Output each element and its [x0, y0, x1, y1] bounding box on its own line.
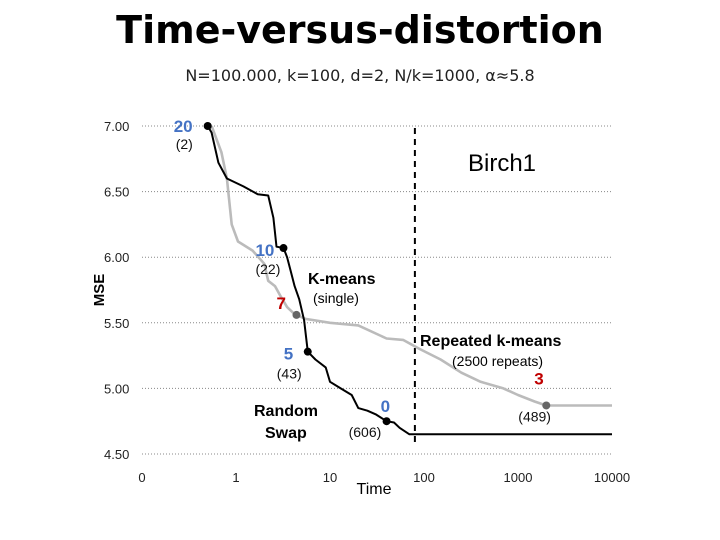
y-tick-label: 6.00: [104, 250, 129, 265]
data-point-marker: [542, 401, 551, 410]
dataset-label: Birch1: [468, 150, 536, 177]
point-value-label: 5: [284, 345, 293, 364]
x-tick-label: 100: [413, 470, 435, 485]
series-line-random-swap: [206, 125, 612, 436]
x-axis-label: Time: [357, 481, 392, 498]
data-point-marker: [203, 122, 212, 130]
point-value-label: 10: [255, 241, 274, 260]
x-tick-label: 0: [138, 470, 145, 485]
data-point-marker: [303, 347, 312, 356]
point-sub-label: (489): [518, 408, 551, 424]
kmeans-single-label: (single): [313, 290, 359, 306]
point-value-label: 20: [174, 117, 193, 136]
point-sub-label: (43): [277, 366, 302, 382]
repeats-label: (2500 repeats): [452, 353, 543, 369]
x-tick-label: 10000: [594, 470, 630, 485]
series-line-repeated-k-means: [210, 125, 612, 407]
data-point-marker: [279, 244, 288, 253]
point-value-label: 0: [381, 397, 390, 416]
y-tick-label: 4.50: [104, 447, 129, 462]
y-tick-label: 6.50: [104, 185, 129, 200]
point-sub-label: (22): [255, 261, 280, 277]
data-point-marker: [292, 310, 301, 319]
x-tick-label: 1: [232, 470, 239, 485]
chart-title: Time-versus-distortion: [116, 8, 604, 52]
point-sub-label: (606): [349, 424, 382, 440]
point-value-label: 7: [276, 294, 285, 313]
y-tick-label: 7.00: [104, 119, 129, 134]
random-swap-label: Random: [254, 403, 318, 420]
point-value-label: 3: [534, 369, 543, 388]
chart-subtitle: N=100.000, k=100, d=2, N/k=1000, α≈5.8: [185, 66, 535, 85]
random-swap-label-line2: Swap: [265, 425, 307, 442]
y-axis-label: MSE: [91, 274, 108, 307]
x-tick-label: 1000: [504, 470, 533, 485]
point-sub-label: (2): [176, 136, 193, 152]
x-tick-label: 10: [323, 470, 337, 485]
data-point-marker: [382, 417, 391, 426]
y-tick-label: 5.50: [104, 316, 129, 331]
y-tick-label: 5.00: [104, 381, 129, 396]
kmeans-label: K-means: [308, 271, 376, 288]
repeated-kmeans-label: Repeated k-means: [420, 333, 561, 350]
